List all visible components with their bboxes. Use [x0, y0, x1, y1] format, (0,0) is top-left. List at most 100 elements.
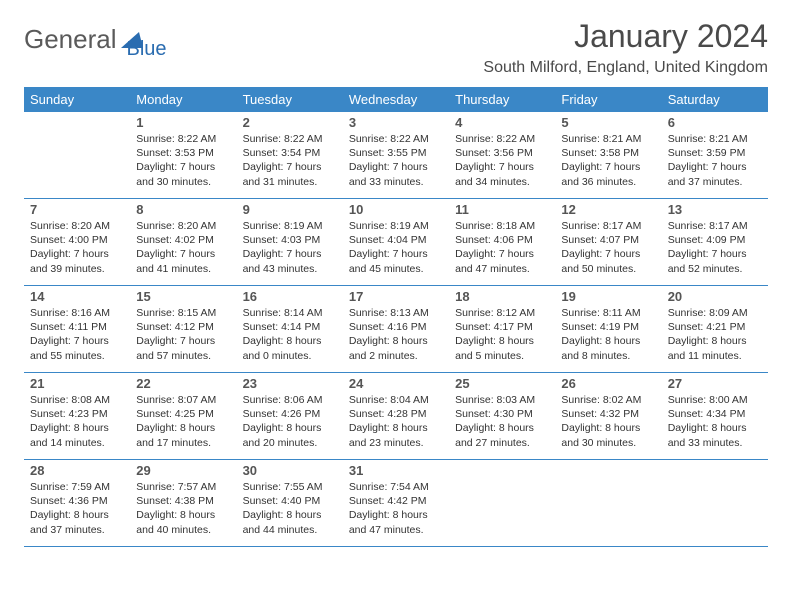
day-daylight2: and 0 minutes.: [243, 349, 337, 363]
page-header: General Blue January 2024 South Milford,…: [24, 18, 768, 77]
day-daylight2: and 33 minutes.: [349, 175, 443, 189]
day-daylight2: and 11 minutes.: [668, 349, 762, 363]
week-row: 1Sunrise: 8:22 AMSunset: 3:53 PMDaylight…: [24, 112, 768, 199]
location: South Milford, England, United Kingdom: [483, 59, 768, 77]
day-number: 22: [136, 376, 230, 391]
day-daylight2: and 14 minutes.: [30, 436, 124, 450]
day-cell: 18Sunrise: 8:12 AMSunset: 4:17 PMDayligh…: [449, 286, 555, 372]
day-cell: 1Sunrise: 8:22 AMSunset: 3:53 PMDaylight…: [130, 112, 236, 198]
day-number: 31: [349, 463, 443, 478]
day-daylight2: and 47 minutes.: [349, 523, 443, 537]
day-daylight2: and 55 minutes.: [30, 349, 124, 363]
weekday-header-row: Sunday Monday Tuesday Wednesday Thursday…: [24, 87, 768, 112]
day-number: 4: [455, 115, 549, 130]
day-cell: 9Sunrise: 8:19 AMSunset: 4:03 PMDaylight…: [237, 199, 343, 285]
day-daylight1: Daylight: 7 hours: [30, 334, 124, 348]
day-cell: 4Sunrise: 8:22 AMSunset: 3:56 PMDaylight…: [449, 112, 555, 198]
day-sunset: Sunset: 4:38 PM: [136, 494, 230, 508]
day-cell: 29Sunrise: 7:57 AMSunset: 4:38 PMDayligh…: [130, 460, 236, 546]
day-sunset: Sunset: 3:53 PM: [136, 146, 230, 160]
day-sunset: Sunset: 4:26 PM: [243, 407, 337, 421]
day-sunset: Sunset: 4:32 PM: [561, 407, 655, 421]
day-cell: 15Sunrise: 8:15 AMSunset: 4:12 PMDayligh…: [130, 286, 236, 372]
day-cell: 23Sunrise: 8:06 AMSunset: 4:26 PMDayligh…: [237, 373, 343, 459]
day-number: 28: [30, 463, 124, 478]
day-daylight1: Daylight: 8 hours: [243, 508, 337, 522]
day-sunrise: Sunrise: 8:02 AM: [561, 393, 655, 407]
month-title: January 2024: [483, 18, 768, 55]
day-daylight2: and 57 minutes.: [136, 349, 230, 363]
day-sunrise: Sunrise: 7:59 AM: [30, 480, 124, 494]
day-daylight2: and 44 minutes.: [243, 523, 337, 537]
day-number: 3: [349, 115, 443, 130]
week-row: 7Sunrise: 8:20 AMSunset: 4:00 PMDaylight…: [24, 199, 768, 286]
day-daylight1: Daylight: 8 hours: [561, 334, 655, 348]
weekday-header: Monday: [130, 87, 236, 112]
day-number: 6: [668, 115, 762, 130]
day-sunset: Sunset: 4:06 PM: [455, 233, 549, 247]
day-sunset: Sunset: 4:04 PM: [349, 233, 443, 247]
day-daylight1: Daylight: 7 hours: [136, 334, 230, 348]
day-daylight1: Daylight: 8 hours: [30, 421, 124, 435]
day-cell: 13Sunrise: 8:17 AMSunset: 4:09 PMDayligh…: [662, 199, 768, 285]
day-sunset: Sunset: 4:21 PM: [668, 320, 762, 334]
day-daylight1: Daylight: 8 hours: [455, 334, 549, 348]
day-sunset: Sunset: 4:03 PM: [243, 233, 337, 247]
day-daylight2: and 2 minutes.: [349, 349, 443, 363]
day-daylight2: and 8 minutes.: [561, 349, 655, 363]
day-cell: 12Sunrise: 8:17 AMSunset: 4:07 PMDayligh…: [555, 199, 661, 285]
day-sunset: Sunset: 4:02 PM: [136, 233, 230, 247]
day-sunset: Sunset: 4:09 PM: [668, 233, 762, 247]
day-daylight2: and 20 minutes.: [243, 436, 337, 450]
day-daylight2: and 31 minutes.: [243, 175, 337, 189]
day-cell: 31Sunrise: 7:54 AMSunset: 4:42 PMDayligh…: [343, 460, 449, 546]
day-daylight2: and 52 minutes.: [668, 262, 762, 276]
day-daylight1: Daylight: 8 hours: [136, 508, 230, 522]
day-daylight1: Daylight: 8 hours: [668, 421, 762, 435]
day-sunrise: Sunrise: 8:17 AM: [561, 219, 655, 233]
day-daylight1: Daylight: 8 hours: [668, 334, 762, 348]
day-number: 1: [136, 115, 230, 130]
day-sunrise: Sunrise: 7:57 AM: [136, 480, 230, 494]
day-daylight2: and 39 minutes.: [30, 262, 124, 276]
day-number: 27: [668, 376, 762, 391]
day-daylight1: Daylight: 7 hours: [668, 160, 762, 174]
day-sunset: Sunset: 3:55 PM: [349, 146, 443, 160]
day-daylight1: Daylight: 8 hours: [243, 421, 337, 435]
day-daylight2: and 23 minutes.: [349, 436, 443, 450]
day-daylight2: and 45 minutes.: [349, 262, 443, 276]
day-daylight2: and 47 minutes.: [455, 262, 549, 276]
day-daylight1: Daylight: 8 hours: [561, 421, 655, 435]
day-sunset: Sunset: 4:30 PM: [455, 407, 549, 421]
day-cell: 26Sunrise: 8:02 AMSunset: 4:32 PMDayligh…: [555, 373, 661, 459]
day-number: 9: [243, 202, 337, 217]
day-sunrise: Sunrise: 8:04 AM: [349, 393, 443, 407]
day-number: 11: [455, 202, 549, 217]
day-cell: 22Sunrise: 8:07 AMSunset: 4:25 PMDayligh…: [130, 373, 236, 459]
day-daylight2: and 5 minutes.: [455, 349, 549, 363]
day-number: 5: [561, 115, 655, 130]
day-daylight1: Daylight: 8 hours: [349, 334, 443, 348]
day-sunset: Sunset: 4:19 PM: [561, 320, 655, 334]
day-sunset: Sunset: 4:28 PM: [349, 407, 443, 421]
day-cell: 8Sunrise: 8:20 AMSunset: 4:02 PMDaylight…: [130, 199, 236, 285]
day-cell: 28Sunrise: 7:59 AMSunset: 4:36 PMDayligh…: [24, 460, 130, 546]
day-daylight1: Daylight: 7 hours: [136, 160, 230, 174]
day-cell: 25Sunrise: 8:03 AMSunset: 4:30 PMDayligh…: [449, 373, 555, 459]
day-sunrise: Sunrise: 8:22 AM: [455, 132, 549, 146]
day-number: 7: [30, 202, 124, 217]
week-row: 28Sunrise: 7:59 AMSunset: 4:36 PMDayligh…: [24, 460, 768, 547]
day-number: 19: [561, 289, 655, 304]
day-daylight2: and 36 minutes.: [561, 175, 655, 189]
day-daylight1: Daylight: 8 hours: [455, 421, 549, 435]
day-daylight1: Daylight: 8 hours: [243, 334, 337, 348]
day-cell: 2Sunrise: 8:22 AMSunset: 3:54 PMDaylight…: [237, 112, 343, 198]
day-sunset: Sunset: 4:16 PM: [349, 320, 443, 334]
weekday-header: Sunday: [24, 87, 130, 112]
day-sunrise: Sunrise: 8:21 AM: [668, 132, 762, 146]
weekday-header: Wednesday: [343, 87, 449, 112]
day-sunrise: Sunrise: 8:06 AM: [243, 393, 337, 407]
logo-text-general: General: [24, 24, 117, 55]
weeks-container: 1Sunrise: 8:22 AMSunset: 3:53 PMDaylight…: [24, 112, 768, 547]
day-number: 15: [136, 289, 230, 304]
